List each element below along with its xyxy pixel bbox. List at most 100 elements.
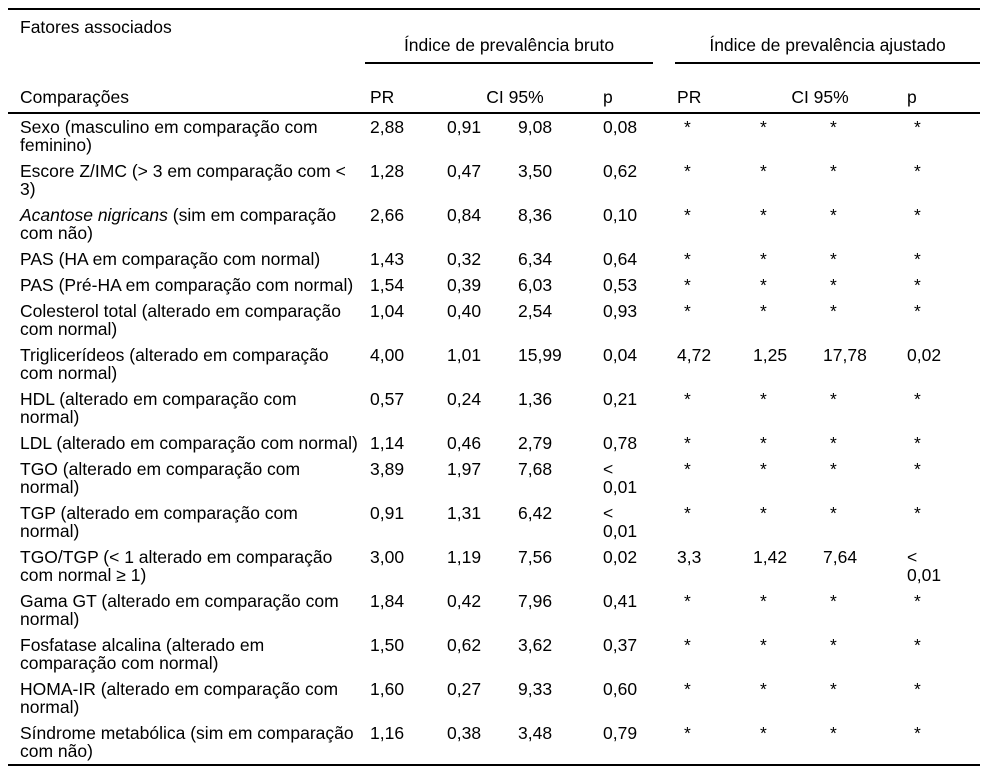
table-row: Sexo (masculino em comparação com femini… (8, 113, 980, 158)
table-row: PAS (Pré-HA em comparação com normal) 1,5… (8, 272, 980, 298)
header-subcolumn-row: Comparações PR CI 95% p PR CI 95% p (8, 82, 981, 113)
cell-ci-high-bruto: 3,50 (518, 161, 553, 181)
cell-ci-low-bruto: 0,40 (447, 301, 482, 321)
row-label-text: (sim em comparação com não) (20, 205, 337, 243)
cell-ci-low-ajustado: * (760, 635, 767, 655)
cell-p-ajustado: < 0,01 (907, 547, 942, 585)
cell-pr-bruto: 3,89 (370, 459, 405, 479)
cell-pr-ajustado: * (684, 503, 691, 523)
cell-ci-high-bruto: 6,34 (518, 249, 553, 269)
cell-pr-bruto: 1,16 (370, 723, 405, 743)
table-row: TGO/TGP (< 1 alterado em comparação com … (8, 544, 980, 588)
cell-ci-high-bruto: 7,96 (518, 591, 553, 611)
row-label: Síndrome metabólica (sim em comparação c… (8, 720, 360, 765)
row-label-text: Sexo (masculino em comparação com femini… (20, 117, 318, 155)
cell-ci-low-bruto: 1,97 (447, 459, 482, 479)
row-label: HDL (alterado em comparação com normal) (8, 386, 360, 430)
cell-ci-high-ajustado: * (830, 635, 837, 655)
row-label-text: Síndrome metabólica (sim em comparação c… (20, 723, 354, 761)
table-row: LDL (alterado em comparação com normal) 1… (8, 430, 980, 456)
cell-pr-bruto: 2,88 (370, 117, 405, 137)
cell-ci-low-bruto: 0,84 (447, 205, 482, 225)
cell-p-ajustado: * (914, 205, 921, 225)
cell-ci-high-bruto: 9,08 (518, 117, 553, 137)
header-group-ajustado: Índice de prevalência ajustado (667, 9, 981, 82)
cell-p-bruto: 0,04 (603, 345, 638, 365)
cell-pr-bruto: 1,04 (370, 301, 405, 321)
cell-ci-high-ajustado: * (830, 679, 837, 699)
header-group-bruto-label: Índice de prevalência bruto (365, 36, 654, 64)
row-label: PAS (HA em comparação com normal) (8, 246, 360, 272)
row-label-text: HOMA-IR (alterado em comparação com norm… (20, 679, 339, 717)
cell-p-bruto: 0,21 (603, 389, 638, 409)
row-label: TGO/TGP (< 1 alterado em comparação com … (8, 544, 360, 588)
row-label: Escore Z/IMC (> 3 em comparação com < 3) (8, 158, 360, 202)
header-group-row: Fatores associados Índice de prevalência… (8, 9, 981, 82)
cell-pr-ajustado: * (684, 459, 691, 479)
row-label-text: Escore Z/IMC (> 3 em comparação com < 3) (20, 161, 346, 199)
cell-ci-low-bruto: 0,39 (447, 275, 482, 295)
row-label-text: TGP (alterado em comparação com normal) (20, 503, 298, 541)
cell-pr-ajustado: 3,3 (677, 547, 702, 567)
cell-ci-low-ajustado: * (760, 301, 767, 321)
cell-ci-low-ajustado: * (760, 433, 767, 453)
cell-pr-ajustado: * (684, 117, 691, 137)
cell-pr-bruto: 1,50 (370, 635, 405, 655)
cell-p-bruto: 0,93 (603, 301, 638, 321)
cell-pr-ajustado: 4,72 (677, 345, 712, 365)
cell-p-bruto: 0,37 (603, 635, 638, 655)
cell-ci-low-ajustado: 1,42 (753, 547, 788, 567)
cell-p-ajustado: * (914, 117, 921, 137)
cell-ci-high-ajustado: * (830, 591, 837, 611)
cell-pr-bruto: 1,28 (370, 161, 405, 181)
row-label: Triglicerídeos (alterado em comparação c… (8, 342, 360, 386)
row-label-text: Colesterol total (alterado em comparação… (20, 301, 341, 339)
cell-ci-high-ajustado: * (830, 723, 837, 743)
cell-p-ajustado: * (914, 503, 921, 523)
cell-ci-low-ajustado: * (760, 503, 767, 523)
cell-ci-high-ajustado: * (830, 503, 837, 523)
row-label: HOMA-IR (alterado em comparação com norm… (8, 676, 360, 720)
cell-ci-high-ajustado: * (830, 275, 837, 295)
cell-ci-high-ajustado: 7,64 (823, 547, 858, 567)
cell-p-ajustado: * (914, 679, 921, 699)
cell-pr-ajustado: * (684, 389, 691, 409)
row-label: Fosfatase alcalina (alterado em comparaç… (8, 632, 360, 676)
cell-ci-low-bruto: 0,32 (447, 249, 482, 269)
cell-ci-low-ajustado: 1,25 (753, 345, 788, 365)
header-p-ajustado: p (907, 87, 917, 107)
cell-p-ajustado: * (914, 161, 921, 181)
cell-ci-low-bruto: 1,19 (447, 547, 482, 567)
cell-p-bruto: 0,78 (603, 433, 638, 453)
cell-ci-low-bruto: 0,38 (447, 723, 482, 743)
row-label-text: TGO/TGP (< 1 alterado em comparação com … (20, 547, 333, 585)
cell-p-ajustado: * (914, 635, 921, 655)
cell-ci-low-ajustado: * (760, 723, 767, 743)
row-label: LDL (alterado em comparação com normal) (8, 430, 360, 456)
table-row: Escore Z/IMC (> 3 em comparação com < 3)… (8, 158, 980, 202)
cell-ci-high-bruto: 3,48 (518, 723, 553, 743)
cell-pr-ajustado: * (684, 301, 691, 321)
header-ci-ajustado: CI 95% (791, 87, 849, 107)
cell-pr-bruto: 1,43 (370, 249, 405, 269)
cell-ci-low-bruto: 0,47 (447, 161, 482, 181)
cell-pr-ajustado: * (684, 635, 691, 655)
row-label-text: Gama GT (alterado em comparação com norm… (20, 591, 339, 629)
cell-p-bruto: 0,02 (603, 547, 638, 567)
row-label-text: HDL (alterado em comparação com normal) (20, 389, 297, 427)
cell-pr-ajustado: * (684, 433, 691, 453)
cell-p-bruto: 0,64 (603, 249, 638, 269)
cell-ci-low-bruto: 1,01 (447, 345, 482, 365)
cell-ci-low-ajustado: * (760, 275, 767, 295)
cell-p-ajustado: * (914, 433, 921, 453)
cell-p-bruto: 0,08 (603, 117, 638, 137)
cell-ci-low-ajustado: * (760, 205, 767, 225)
cell-ci-high-ajustado: * (830, 161, 837, 181)
cell-ci-low-bruto: 0,27 (447, 679, 482, 699)
cell-pr-bruto: 1,54 (370, 275, 405, 295)
prevalence-table: Fatores associados Índice de prevalência… (8, 8, 981, 766)
row-label: Acantose nigricans (sim em comparação co… (8, 202, 360, 246)
row-label: Gama GT (alterado em comparação com norm… (8, 588, 360, 632)
cell-pr-ajustado: * (684, 275, 691, 295)
row-label: Sexo (masculino em comparação com femini… (8, 113, 360, 158)
